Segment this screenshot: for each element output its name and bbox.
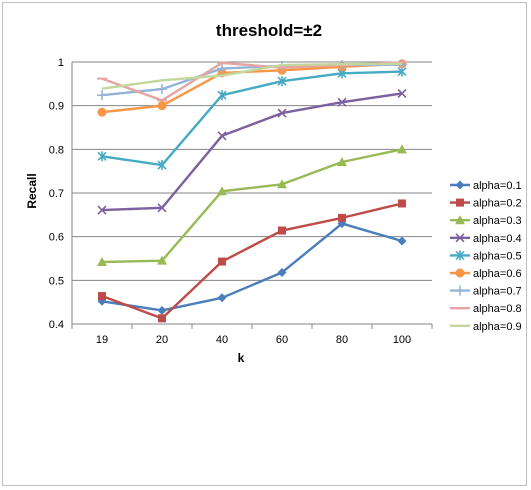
x-tick-label: 100 [393,334,411,346]
data-point-alpha=0.6 [157,101,167,111]
data-point-alpha=0.3 [217,186,227,196]
legend-label: alpha=0.4 [473,233,522,245]
legend-marker [455,180,465,190]
data-point-alpha=0.3 [337,156,347,166]
x-tick-label: 80 [336,334,348,346]
series-line-alpha=0.6 [101,62,403,114]
data-point-alpha=0.3 [97,256,107,266]
data-point-alpha=0.3 [397,144,407,154]
y-tick-label: 0.5 [49,275,64,287]
data-point-alpha=0.1 [217,293,227,303]
x-tick-label: 40 [216,334,228,346]
legend-label: alpha=0.5 [473,250,522,262]
data-point-alpha=0.4 [337,97,347,107]
data-point-alpha=0.4 [397,88,407,99]
legend: alpha=0.1 alpha=0.2 alpha=0.3 alpha=0.4 alph… [450,180,522,333]
data-point-alpha=0.1 [157,305,167,315]
plot-area: 0.4 0.5 0.6 0.7 0.8 0.9 1 19 20 40 60 80 100 [49,57,433,346]
y-tick-label: 0.7 [49,188,64,200]
data-point-alpha=0.5 [157,160,167,171]
legend-marker [455,233,465,243]
data-point-alpha=0.2 [98,292,106,301]
x-axis-title: k [238,351,245,365]
data-point-alpha=0.2 [278,226,286,235]
series-line-alpha=0.9 [101,62,403,90]
legend-marker [455,268,465,278]
data-point-alpha=0.4 [97,205,107,215]
series-line-alpha=0.5 [101,70,403,167]
data-point-alpha=0.7 [157,84,167,95]
data-point-alpha=0.2 [158,314,166,323]
legend-label: alpha=0.1 [473,180,522,192]
data-point-alpha=0.3 [157,255,167,265]
y-tick-label: 1 [58,57,64,69]
legend-marker [455,215,465,225]
data-point-alpha=0.2 [218,257,226,266]
chart-frame [2,2,527,486]
y-tick-label: 0.9 [49,101,64,113]
data-point-alpha=0.5 [217,90,227,101]
y-axis-title: Recall [25,173,39,208]
legend-marker [455,285,465,296]
series-line-alpha=0.4 [101,92,403,212]
data-point-alpha=0.2 [338,213,346,222]
data-point-alpha=0.4 [157,203,167,213]
data-point-alpha=0.6 [97,107,107,117]
data-point-alpha=0.4 [217,131,227,141]
y-tick-label: 0.4 [49,319,64,331]
data-point-alpha=0.7 [217,63,227,74]
data-point-alpha=0.1 [277,267,287,277]
series-line-alpha=0.3 [101,148,403,264]
legend-label: alpha=0.7 [473,286,522,298]
x-tick-label: 20 [156,334,168,346]
legend-label: alpha=0.6 [473,268,522,280]
legend-label: alpha=0.2 [473,198,522,210]
data-point-alpha=0.7 [97,90,107,101]
legend-marker [456,198,464,207]
legend-label: alpha=0.3 [473,215,522,227]
data-point-alpha=0.5 [277,76,287,87]
legend-label: alpha=0.8 [473,303,522,315]
data-point-alpha=0.3 [277,179,287,189]
series-line-alpha=0.1 [101,222,403,312]
data-point-alpha=0.2 [398,199,406,208]
data-point-alpha=0.4 [277,108,287,118]
series-line-alpha=0.2 [101,202,403,320]
chart-title: threshold=±2 [216,21,322,40]
y-tick-label: 0.8 [49,144,64,156]
legend-marker [455,250,465,261]
x-tick-label: 60 [276,334,288,346]
legend-label: alpha=0.9 [473,321,522,333]
data-point-alpha=0.1 [397,236,407,246]
data-point-alpha=0.5 [97,151,107,162]
x-tick-label: 19 [96,334,108,346]
y-tick-label: 0.6 [49,232,64,244]
